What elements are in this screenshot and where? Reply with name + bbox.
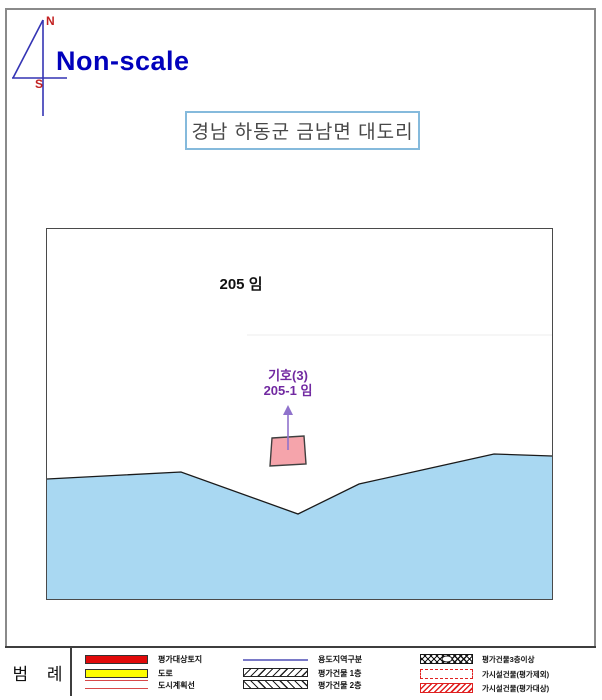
legend-swatch-road	[85, 669, 148, 678]
scale-note: Non-scale	[56, 46, 190, 76]
shoreline	[47, 453, 552, 515]
north-arrow-icon	[12, 19, 67, 116]
legend-label-appraisal-land: 평가대상토지	[158, 655, 203, 664]
target-parcel-label: 기호(3) 205-1 임	[228, 368, 348, 398]
map-drawing	[47, 334, 552, 599]
legend-label-temp-building-target: 가시설건물(평가대상)	[482, 684, 550, 693]
legend-swatch-zoning-line	[243, 659, 308, 661]
legend-label-zoning-line: 용도지역구분	[318, 655, 363, 664]
target-symbol-text: 기호(3)	[268, 368, 308, 383]
compass-north-label: N	[46, 14, 55, 28]
legend-swatch-appraisal-land	[85, 655, 148, 664]
parcel-label-205: 205 임	[219, 276, 263, 293]
legend-label-city-plan-line: 도시계획선	[158, 681, 195, 690]
target-parcel-text: 205-1 임	[263, 383, 313, 398]
legend-label-temp-building-excluded: 가시설건물(평가제외)	[482, 670, 550, 679]
location-title: 경남 하동군 금남면 대도리	[191, 122, 414, 143]
legend-label-building-3f-plus: 평가건물3층이상	[482, 655, 535, 664]
legend-label-building-1f: 평가건물 1층	[318, 669, 362, 678]
crosshatch-circle	[441, 655, 452, 663]
target-parcel-square	[269, 435, 307, 467]
location-title-box: 경남 하동군 금남면 대도리	[185, 111, 420, 150]
legend-swatch-temp-building-target	[420, 683, 473, 693]
legend-swatch-temp-building-excluded	[420, 669, 473, 679]
leader-arrow-head	[283, 405, 293, 415]
legend-label-building-2f: 평가건물 2층	[318, 681, 362, 690]
legend-swatch-building-1f	[243, 668, 308, 677]
legend-title: 범 례	[5, 648, 72, 696]
legend-swatch-building-3f-plus	[420, 654, 473, 664]
map-area: 205 임 기호(3) 205-1 임	[46, 228, 553, 600]
legend-swatch-building-2f	[243, 680, 308, 689]
water-area	[47, 454, 552, 599]
compass-south-label: S	[35, 77, 44, 91]
legend-label-road: 도로	[158, 669, 173, 678]
legend: 범 례 평가대상토지 도로 도시계획선 용도지역구분 평가건물 1층 평가건물 …	[5, 646, 596, 696]
legend-swatch-city-plan-line	[85, 680, 148, 689]
